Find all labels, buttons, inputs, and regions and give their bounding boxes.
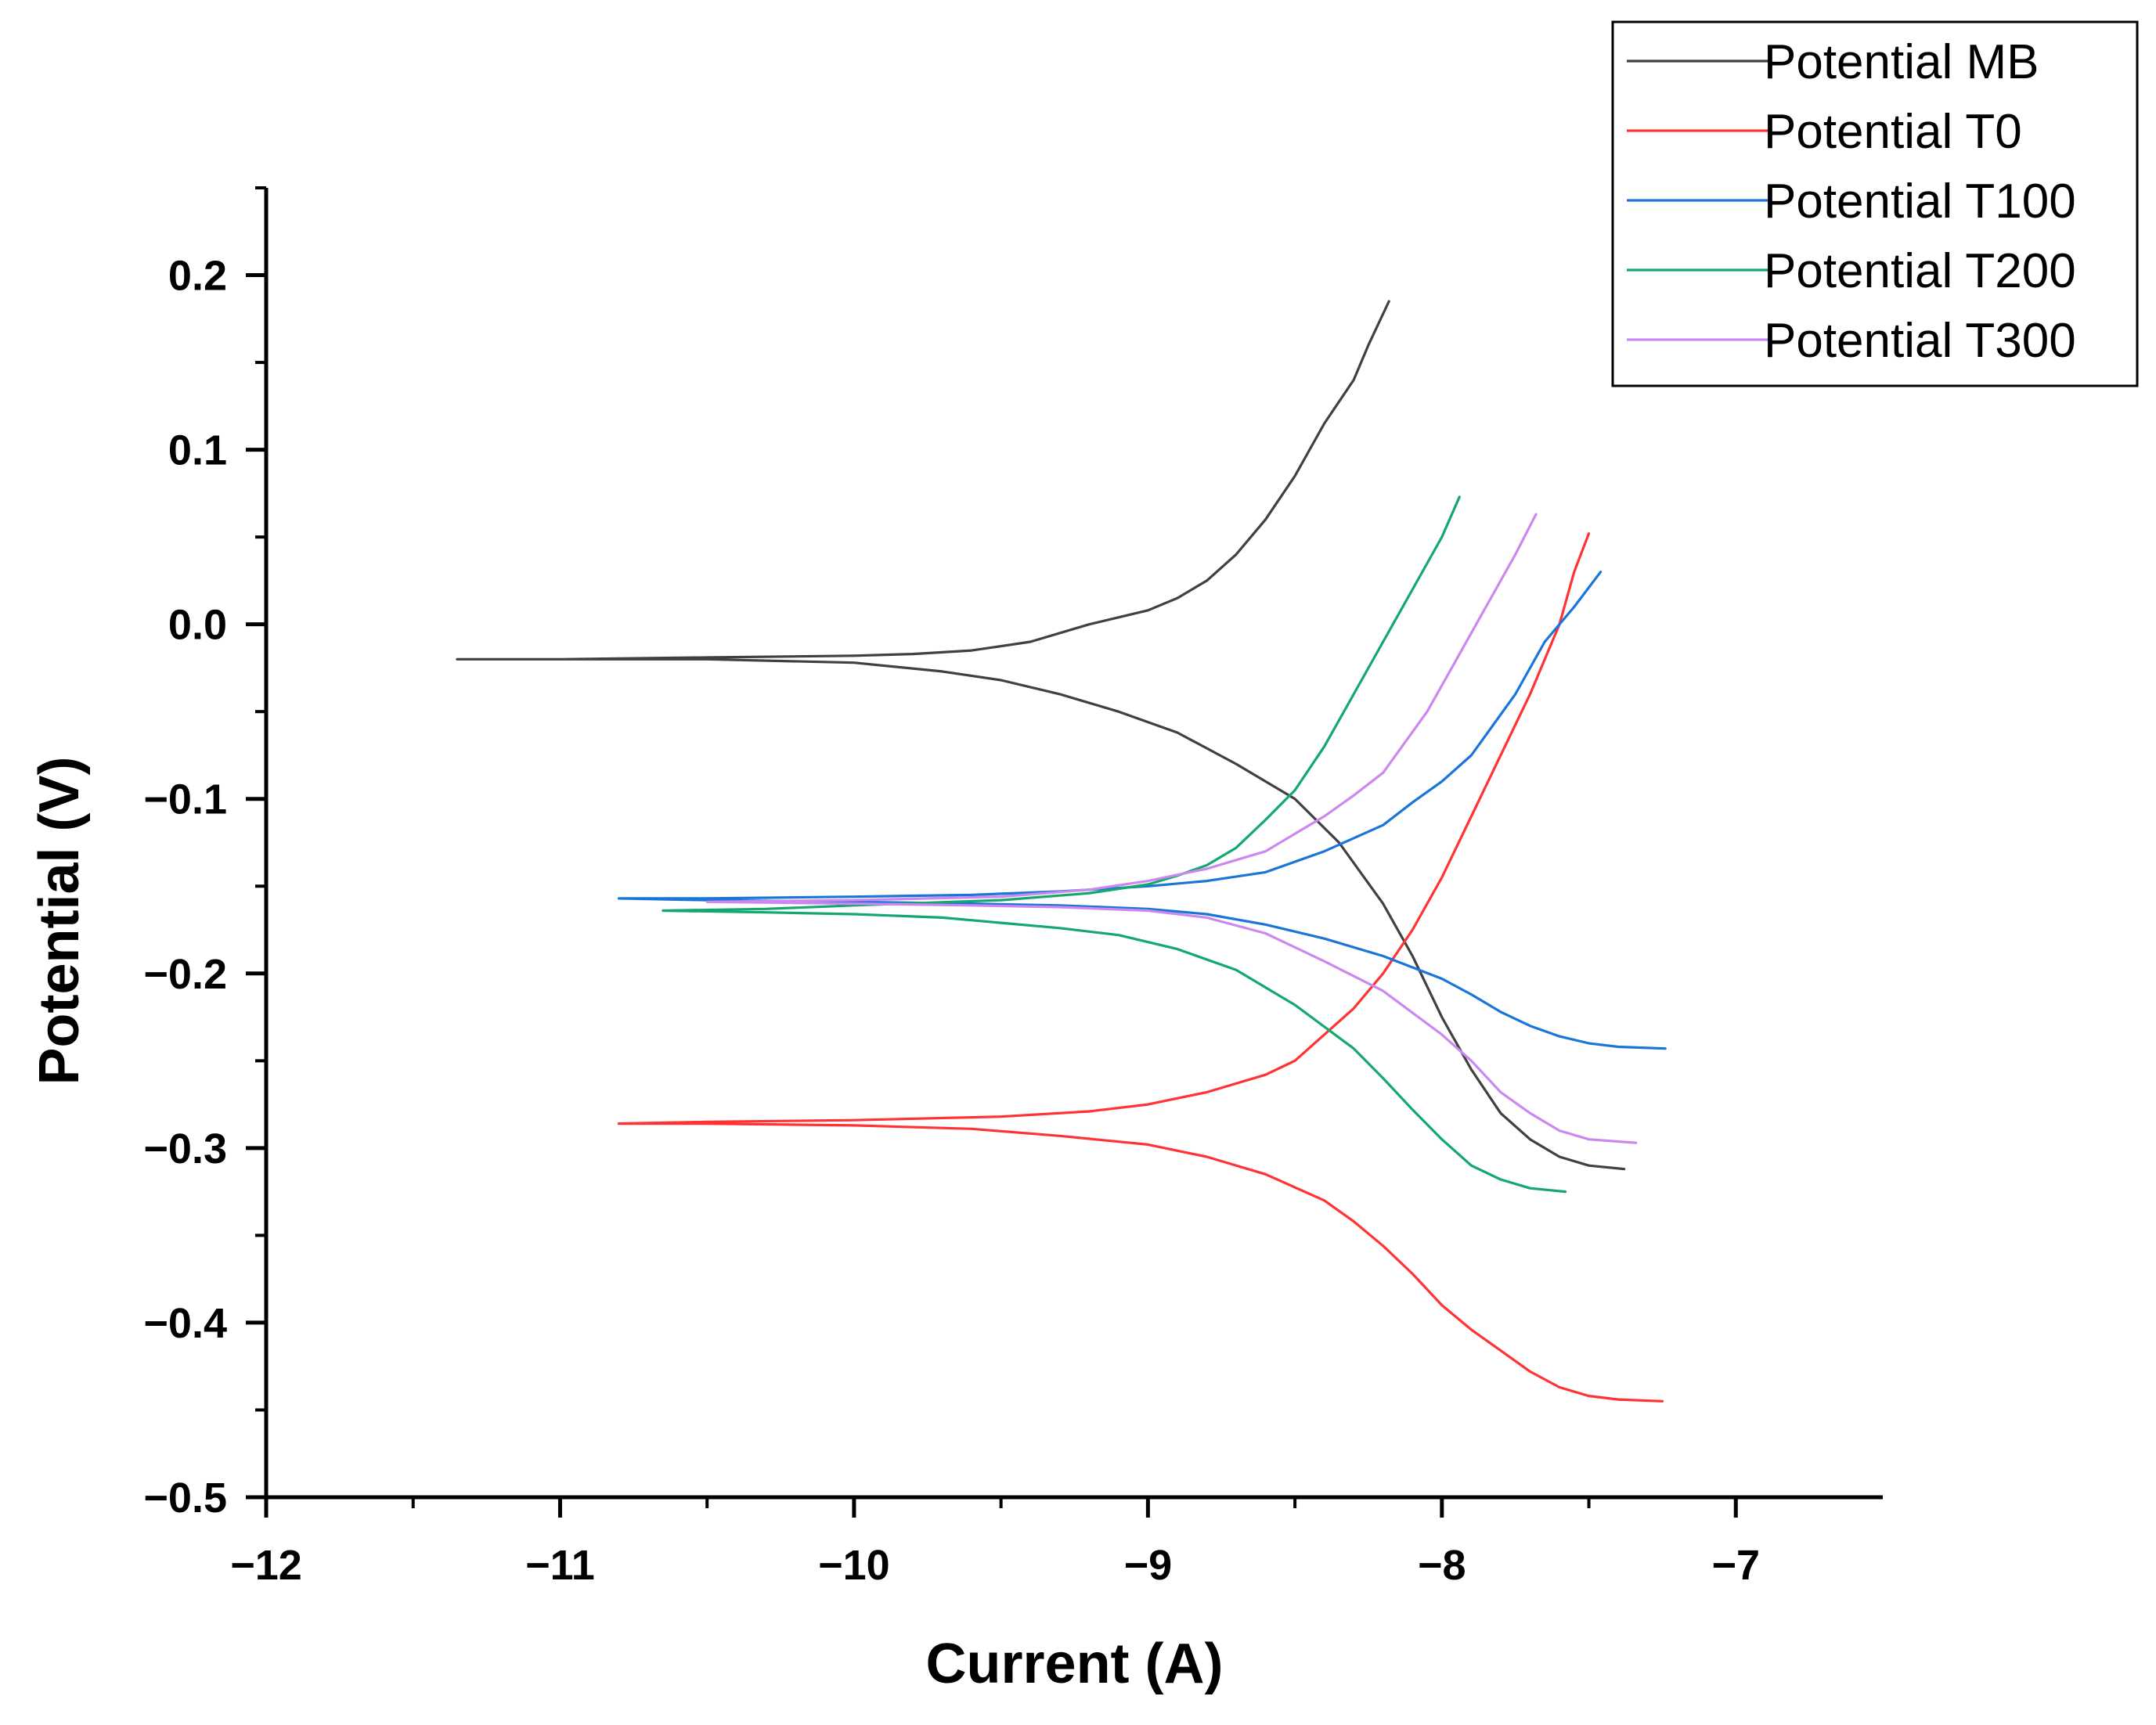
x-axis-title: Current (A) xyxy=(926,1633,1224,1695)
legend-label-2: Potential T0 xyxy=(1764,105,2022,159)
x-tick-label: −8 xyxy=(1418,1542,1466,1589)
y-tick-label: 0.2 xyxy=(168,253,227,300)
series-line-1 xyxy=(456,300,1626,1171)
y-tick-label: −0.2 xyxy=(143,951,227,998)
legend-label-3: Potential T100 xyxy=(1764,175,2076,229)
y-tick-label: −0.3 xyxy=(143,1125,227,1172)
x-tick-label: −9 xyxy=(1124,1542,1173,1589)
series-group xyxy=(456,300,1667,1403)
series-line-5 xyxy=(705,513,1638,1144)
y-tick-label: 0.1 xyxy=(168,427,227,474)
x-tick-label: −7 xyxy=(1711,1542,1760,1589)
legend: Potential MB Potential T0 Potential T100 Po… xyxy=(1611,20,2139,387)
series-line-2 xyxy=(617,532,1664,1403)
ticks: −12 −11 −10 −9 −8 −7 −0.5 −0.4 −0.3 −0.2 −0.1 0.0 0.… xyxy=(143,186,1760,1589)
x-tick-label: −11 xyxy=(525,1542,595,1589)
y-tick-label: −0.4 xyxy=(143,1300,227,1347)
series-line-4 xyxy=(662,495,1567,1194)
legend-label-1: Potential MB xyxy=(1764,35,2039,89)
series-line-3 xyxy=(617,571,1667,1050)
x-tick-label: −10 xyxy=(818,1542,890,1589)
y-tick-label: 0.0 xyxy=(168,602,227,649)
y-axis-title: Potential (V) xyxy=(28,756,91,1085)
y-tick-label: −0.1 xyxy=(143,776,227,823)
y-tick-label: −0.5 xyxy=(143,1475,227,1522)
legend-label-4: Potential T200 xyxy=(1764,244,2076,298)
legend-box xyxy=(1611,20,2139,387)
x-tick-label: −12 xyxy=(230,1542,302,1589)
axes xyxy=(264,188,1883,1500)
legend-label-5: Potential T300 xyxy=(1764,314,2076,368)
